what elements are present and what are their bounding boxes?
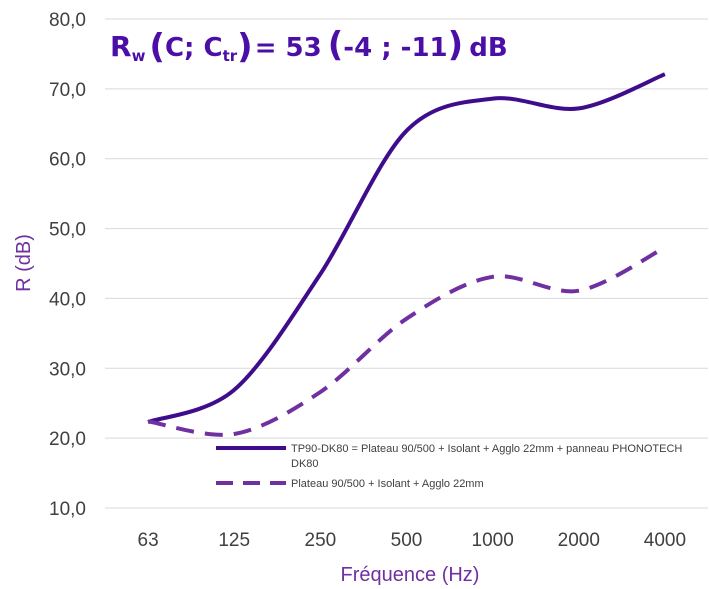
x-axis-title: Fréquence (Hz) xyxy=(341,564,480,586)
title-paren-open: ( xyxy=(328,25,344,65)
title-unit: dB xyxy=(469,33,507,63)
svg-text:Rw(C; Ctr)= 53(-4 ; -11)dB: Rw (C; Ctr)= 53 (-4 ; -11) dB xyxy=(110,25,508,67)
title-r: R xyxy=(110,30,132,63)
title-correction-values: -4 ; -11 xyxy=(343,33,447,63)
x-tick-label: 125 xyxy=(218,530,250,551)
title-paren-close: ) xyxy=(448,25,464,65)
title-c: C; C xyxy=(165,33,223,63)
grid xyxy=(105,18,708,509)
title-equals-value: = 53 xyxy=(255,33,322,63)
chart-title: Rw (C; Ctr)= 53 (-4 ; -11) dB xyxy=(110,25,508,67)
title-open-paren: ( xyxy=(149,27,165,67)
title-close-paren: ) xyxy=(237,27,253,67)
x-tick-label: 250 xyxy=(305,530,337,551)
title-tr-subscript: tr xyxy=(223,47,238,65)
series-line-tp90-dk80 xyxy=(147,72,666,424)
y-tick-label: 20,0 xyxy=(49,429,86,450)
legend-label-tp90-dk80: DK80 xyxy=(291,458,319,470)
y-axis-title: R (dB) xyxy=(13,234,35,292)
y-tick-label: 60,0 xyxy=(49,150,86,171)
legend-label-plateau: Plateau 90/500 + Isolant + Agglo 22mm xyxy=(291,478,484,490)
x-tick-label: 63 xyxy=(138,530,159,551)
y-tick-label: 80,0 xyxy=(49,10,86,31)
y-tick-label: 40,0 xyxy=(49,289,86,310)
y-axis-ticks: 10,0 20,0 30,0 40,0 50,0 60,0 70,0 80,0 xyxy=(49,10,86,520)
series-layer xyxy=(147,72,666,437)
x-tick-label: 1000 xyxy=(472,530,514,551)
series-line-plateau xyxy=(147,245,666,437)
x-tick-label: 500 xyxy=(391,530,423,551)
y-tick-label: 50,0 xyxy=(49,220,86,241)
y-tick-label: 10,0 xyxy=(49,499,86,520)
legend: TP90-DK80 = Plateau 90/500 + Isolant + A… xyxy=(216,443,682,490)
y-tick-label: 30,0 xyxy=(49,359,86,380)
title-w-subscript: w xyxy=(132,47,146,65)
x-tick-label: 4000 xyxy=(644,530,686,551)
y-tick-label: 70,0 xyxy=(49,80,86,101)
legend-label-tp90-dk80: TP90-DK80 = Plateau 90/500 + Isolant + A… xyxy=(291,443,682,455)
x-tick-label: 2000 xyxy=(558,530,600,551)
x-axis-ticks: 63 125 250 500 1000 2000 4000 xyxy=(138,530,687,551)
